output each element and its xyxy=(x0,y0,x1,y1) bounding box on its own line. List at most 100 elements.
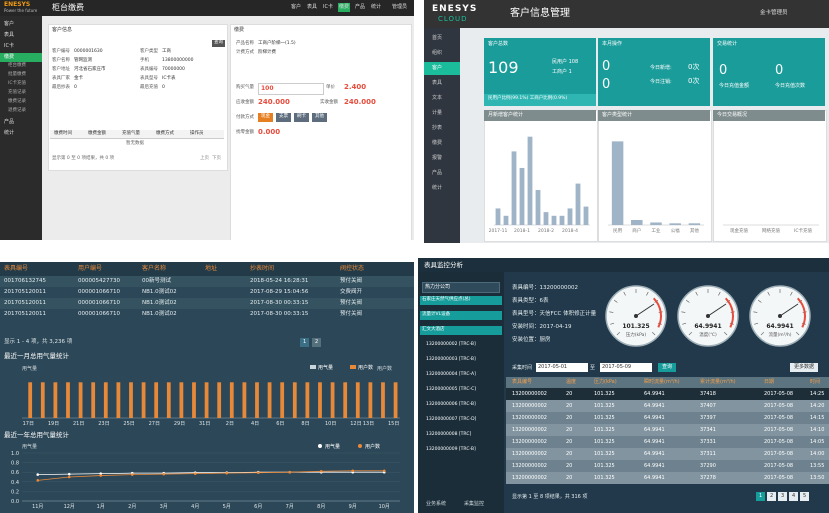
search-button[interactable]: 查询 xyxy=(658,363,677,372)
nav-item[interactable]: 客户 xyxy=(291,4,302,10)
chart: 用气量 用气量 用户数 0.0 0.2 0.4 0.6 0.8 1.0 11月 12月 1月 2月 3月 4… xyxy=(11,443,400,510)
field-label: 最后抄表 xyxy=(52,85,70,90)
page-title: 柜台缴费 xyxy=(52,3,84,12)
company-select[interactable]: 热力分公司 xyxy=(422,282,500,293)
tree-node[interactable]: 13200000003 [TRC-B] xyxy=(426,357,476,362)
field-label: 计费方式 xyxy=(236,50,254,55)
menu-item[interactable]: 计量 xyxy=(432,110,443,116)
menu-item[interactable]: 产品 xyxy=(4,119,15,125)
tree-node[interactable]: 石家庄天然气供应点(总) xyxy=(420,296,502,305)
menu-item[interactable]: 表具 xyxy=(4,32,15,38)
y-tick-label: 1.0 xyxy=(11,451,19,457)
x-tick-label: 其他 xyxy=(690,227,699,234)
bar xyxy=(611,141,624,225)
y-axis-label: 用气量 xyxy=(22,365,37,372)
amount-input[interactable]: 100 xyxy=(258,83,324,95)
menu-item[interactable]: 统计 xyxy=(4,130,15,136)
menu-item[interactable]: 文本 xyxy=(432,95,443,101)
x-tick-label: 31日 xyxy=(199,421,210,427)
menu-item[interactable]: 产品 xyxy=(432,170,443,176)
page-button[interactable]: 1 xyxy=(756,492,766,501)
menu-item[interactable]: 客户 xyxy=(4,21,15,27)
submenu-item[interactable]: 退费记录 xyxy=(8,108,26,113)
method-button[interactable]: 现金 xyxy=(258,113,273,122)
user-name[interactable]: 金卡管理员 xyxy=(760,10,788,16)
nav-item[interactable]: IC卡 xyxy=(323,4,333,10)
nav-item[interactable]: 表具 xyxy=(307,4,318,10)
cell: 101.325 xyxy=(594,475,615,481)
big-number: 0 xyxy=(602,77,611,92)
gauge-tick xyxy=(623,291,626,296)
chart: 现金充值 网络充值 IC卡充值 xyxy=(723,224,819,234)
tab[interactable]: 业务系统 xyxy=(426,501,447,507)
menu-item[interactable]: IC卡 xyxy=(4,43,14,49)
menu-item[interactable]: 组织 xyxy=(432,50,443,56)
menu-item[interactable]: 统计 xyxy=(432,185,443,191)
bar xyxy=(330,382,335,418)
date-from[interactable]: 2017-05-01 xyxy=(536,363,588,372)
submenu-item[interactable]: 充值记录 xyxy=(8,90,26,95)
menu-item[interactable]: 缴费 xyxy=(0,53,42,62)
tree-node[interactable]: 流量计VL设备 xyxy=(420,311,502,320)
menu-item[interactable]: 报警 xyxy=(432,155,443,161)
cell: 37397 xyxy=(700,415,716,421)
method-button[interactable]: 刷卡 xyxy=(294,113,309,122)
field-label: 最后充值 xyxy=(140,85,158,90)
tree-node[interactable]: 13200000006 [TRC-B] xyxy=(426,402,476,407)
page-button[interactable]: 3 xyxy=(778,492,788,501)
nav-item[interactable]: 产品 xyxy=(355,4,366,10)
menu-item[interactable]: 抄表 xyxy=(432,125,443,131)
menu-item[interactable]: 表具 xyxy=(432,80,443,86)
field-label: 实收金额 xyxy=(320,100,338,105)
search-button[interactable]: 查询 xyxy=(212,40,225,47)
menu-item[interactable]: 客户 xyxy=(424,62,460,75)
field-value: 工商 xyxy=(162,49,171,54)
cell: 64.9941 xyxy=(644,475,665,481)
date-to[interactable]: 2017-05-09 xyxy=(600,363,652,372)
cell: 2017-05-08 xyxy=(764,463,794,469)
page-button[interactable]: 5 xyxy=(800,492,810,501)
user-name[interactable]: 管理员 xyxy=(392,4,408,10)
nav-item[interactable]: 缴费 xyxy=(338,3,351,12)
pager-button[interactable]: 上页 xyxy=(200,156,209,161)
page-button[interactable]: 2 xyxy=(312,338,322,347)
x-tick-label: 2日 xyxy=(226,421,234,427)
chart-title: 今日交易概况 xyxy=(717,112,748,118)
tab[interactable]: 采集监控 xyxy=(464,501,485,507)
column-header: 阀控状态 xyxy=(340,265,365,272)
menu-item[interactable]: 缴费 xyxy=(432,140,443,146)
tree-node[interactable]: 13200000008 [TRC] xyxy=(426,432,472,437)
tree-node[interactable]: 13200000007 [TRC-D] xyxy=(426,417,477,422)
op-count: 0次 xyxy=(688,63,700,71)
submenu-item[interactable]: 柜台缴费 xyxy=(8,63,26,68)
submenu-item[interactable]: IC卡充值 xyxy=(8,81,26,86)
cell: 000001066710 xyxy=(78,300,120,306)
bar xyxy=(650,222,662,225)
field-label: 购买气量 xyxy=(236,85,254,90)
table-footer: 显示 1 - 4 项，共 3,236 项 xyxy=(4,339,73,345)
method-button[interactable]: 支票 xyxy=(276,113,291,122)
page-button[interactable]: 4 xyxy=(789,492,799,501)
submenu-item[interactable]: 缴费记录 xyxy=(8,99,26,104)
cell: 20 xyxy=(566,439,573,445)
page-button[interactable]: 1 xyxy=(300,338,310,347)
submenu-item[interactable]: 批量缴费 xyxy=(8,72,26,77)
table-row xyxy=(506,412,829,424)
nav-item[interactable]: 统计 xyxy=(371,4,382,10)
tree-node[interactable]: 汇文大酒店 xyxy=(420,326,502,335)
cell: 2017-05-08 xyxy=(764,427,794,433)
tree-node[interactable]: 13200000002 [TRC-B] xyxy=(426,342,476,347)
tree-node[interactable]: 13200000009 [TRC-B] xyxy=(426,447,476,452)
pager-button[interactable]: 下页 xyxy=(212,156,221,161)
trade-label: 今日充值次数 xyxy=(775,83,806,89)
change-value: 0.000 xyxy=(258,128,281,136)
field-value: 0 xyxy=(162,85,165,90)
bar xyxy=(229,382,234,418)
tree-node[interactable]: 13200000004 [TRC-A] xyxy=(426,372,476,377)
tree-node[interactable]: 13200000005 [TRC-C] xyxy=(426,387,476,392)
menu-item[interactable]: 首页 xyxy=(432,35,443,41)
more-button[interactable]: 更多数据 xyxy=(790,363,819,372)
method-button[interactable]: 其他 xyxy=(312,113,327,122)
page-button[interactable]: 2 xyxy=(767,492,777,501)
gauge-tick xyxy=(616,332,620,336)
